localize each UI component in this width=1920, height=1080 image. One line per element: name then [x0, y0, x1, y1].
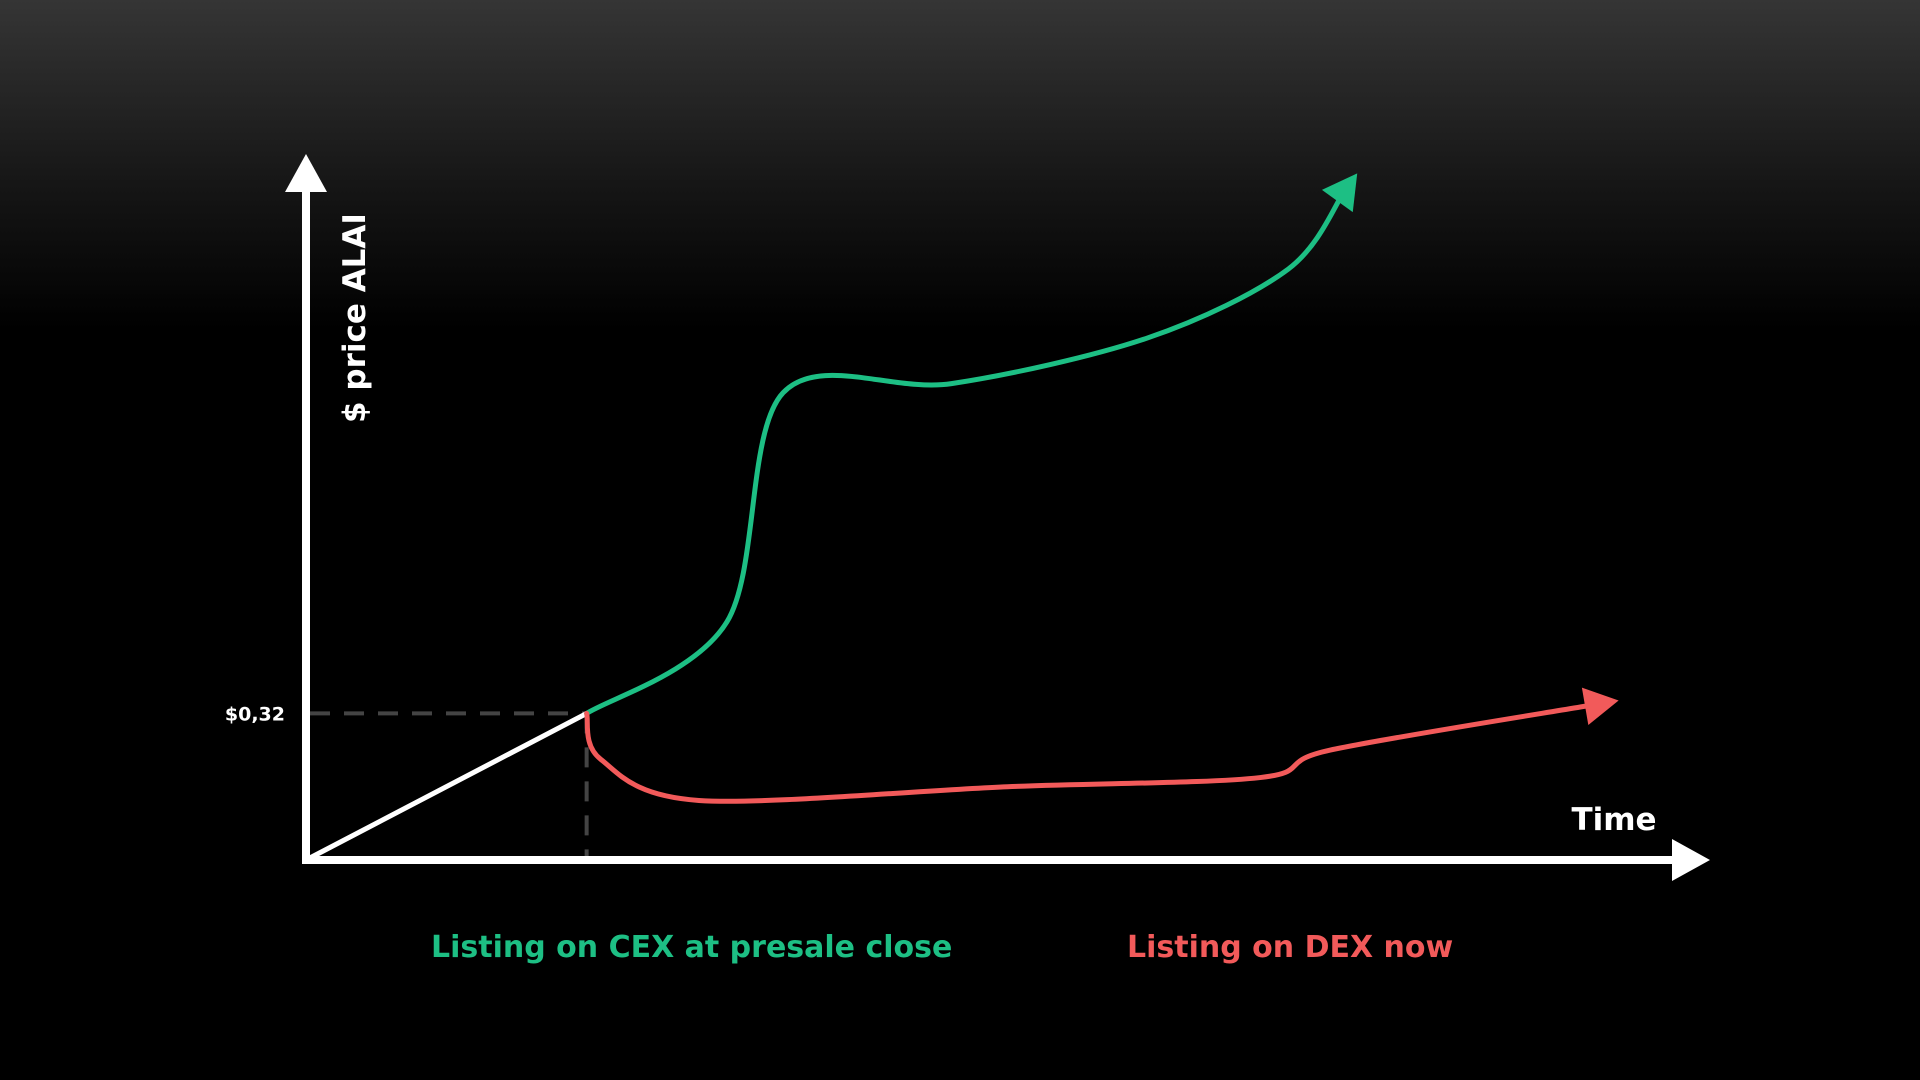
- y-axis-arrow: [285, 154, 327, 192]
- series-line-presale: [303, 710, 590, 863]
- y-tick-label: $0,32: [225, 703, 285, 725]
- series-layer: [303, 173, 1619, 863]
- legend-label-dex: Listing on DEX now: [1127, 930, 1453, 965]
- x-axis-arrow: [1672, 839, 1710, 881]
- axes: [285, 154, 1710, 881]
- legend-label-cex: Listing on CEX at presale close: [431, 930, 952, 965]
- reference-guides: [310, 711, 589, 856]
- series-arrow-dex: [1581, 687, 1619, 726]
- x-axis-label: Time: [1571, 802, 1656, 838]
- series-line-dex: [584, 701, 1600, 804]
- y-axis-label: $ price ALAI: [337, 213, 373, 423]
- series-line-cex: [584, 188, 1347, 716]
- series-arrow-cex: [1321, 173, 1358, 213]
